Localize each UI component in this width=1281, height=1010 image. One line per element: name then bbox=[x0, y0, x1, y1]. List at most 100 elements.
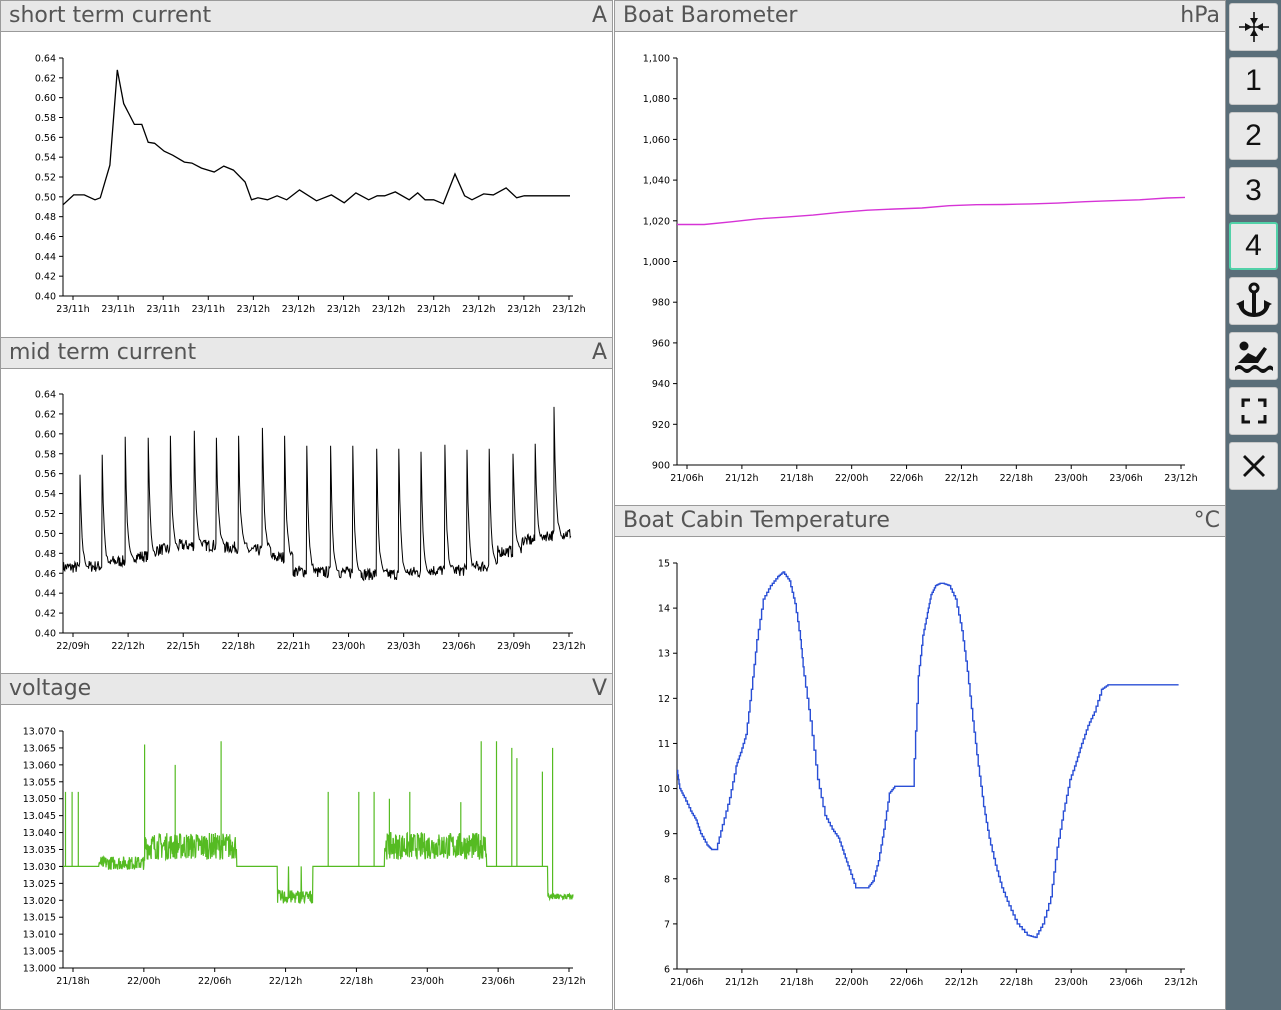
panel-title: short term current bbox=[9, 3, 212, 28]
x-tick-label: 23/12h bbox=[1164, 977, 1197, 988]
y-tick-label: 0.58 bbox=[35, 113, 56, 124]
panel-title: mid term current bbox=[9, 340, 197, 365]
y-tick-label: 0.62 bbox=[35, 73, 56, 84]
y-tick-label: 13.005 bbox=[23, 947, 56, 958]
layout-2-button[interactable]: 2 bbox=[1229, 112, 1278, 160]
x-tick-label: 23/12h bbox=[417, 304, 450, 315]
x-tick-label: 23/06h bbox=[1109, 977, 1142, 988]
y-tick-label: 1,020 bbox=[643, 216, 670, 227]
panel-header: Boat Barometer hPa bbox=[615, 1, 1225, 32]
x-tick-label: 23/12h bbox=[327, 304, 360, 315]
compress-button[interactable] bbox=[1229, 3, 1278, 51]
y-tick-label: 980 bbox=[652, 298, 670, 309]
x-tick-label: 22/12h bbox=[269, 976, 302, 987]
panel-header: voltage V bbox=[1, 674, 612, 705]
y-tick-label: 13.035 bbox=[23, 845, 56, 856]
short-term-current-panel: short term current A 0.64 0.62 0.60 0.58 0.5… bbox=[0, 0, 613, 338]
panel-header: Boat Cabin Temperature °C bbox=[615, 506, 1225, 537]
x-tick-label: 22/06h bbox=[890, 473, 923, 484]
boat-barometer-panel: Boat Barometer hPa 1,100 1,080 1,060 1,040 1… bbox=[614, 0, 1226, 506]
panel-title: voltage bbox=[9, 676, 92, 701]
mid-term-current-line bbox=[62, 406, 572, 582]
y-tick-label: 0.44 bbox=[35, 252, 56, 263]
y-tick-label: 0.56 bbox=[35, 133, 56, 144]
y-tick-label: 13.055 bbox=[23, 777, 56, 788]
x-tick-label: 23/03h bbox=[387, 641, 420, 652]
sidebar: 1 2 3 4 bbox=[1226, 0, 1281, 1010]
short-term-current-line bbox=[62, 69, 570, 206]
x-tick-label: 21/18h bbox=[780, 473, 813, 484]
layout-4-button[interactable]: 4 bbox=[1229, 222, 1278, 270]
y-tick-label: 0.40 bbox=[35, 629, 56, 640]
x-tick-label: 21/12h bbox=[725, 977, 758, 988]
x-tick-label: 23/12h bbox=[462, 304, 495, 315]
layout-3-button[interactable]: 3 bbox=[1229, 167, 1278, 215]
x-tick-label: 22/12h bbox=[111, 641, 144, 652]
y-tick-label: 0.40 bbox=[35, 292, 56, 303]
x-tick-label: 23/11h bbox=[146, 304, 179, 315]
x-tick-label: 23/11h bbox=[56, 304, 89, 315]
x-tick-label: 21/18h bbox=[56, 976, 89, 987]
y-tick-label: 0.42 bbox=[35, 609, 56, 620]
x-tick-label: 23/06h bbox=[1109, 473, 1142, 484]
y-tick-label: 1,040 bbox=[643, 176, 670, 187]
y-tick-label: 0.48 bbox=[35, 212, 56, 223]
y-tick-label: 8 bbox=[664, 874, 670, 885]
x-tick-label: 23/12h bbox=[1164, 473, 1197, 484]
y-tick-label: 0.56 bbox=[35, 469, 56, 480]
x-tick-label: 21/12h bbox=[725, 473, 758, 484]
y-tick-label: 15 bbox=[658, 559, 670, 570]
y-tick-label: 14 bbox=[658, 604, 670, 615]
panel-title: Boat Cabin Temperature bbox=[623, 508, 890, 533]
voltage-panel: voltage V 13.070 13.065 13.060 13.055 13.050… bbox=[0, 673, 613, 1010]
panel-unit: A bbox=[591, 3, 607, 28]
anchor-button[interactable] bbox=[1229, 277, 1278, 325]
x-tick-label: 23/12h bbox=[552, 976, 585, 987]
y-tick-label: 0.64 bbox=[35, 390, 56, 401]
panel-unit: °C bbox=[1193, 508, 1220, 533]
fullscreen-button[interactable] bbox=[1229, 387, 1278, 435]
y-tick-label: 0.50 bbox=[35, 192, 56, 203]
x-tick-label: 22/18h bbox=[340, 976, 373, 987]
temperature-line bbox=[677, 571, 1179, 939]
y-tick-label: 6 bbox=[664, 965, 670, 976]
x-tick-label: 22/09h bbox=[56, 641, 89, 652]
fullscreen-icon bbox=[1241, 398, 1266, 424]
y-tick-label: 0.44 bbox=[35, 589, 56, 600]
panel-header: short term current A bbox=[1, 1, 612, 32]
voltage-chart: 13.070 13.065 13.060 13.055 13.050 13.045 13.0… bbox=[23, 727, 586, 988]
y-tick-label: 0.58 bbox=[35, 449, 56, 460]
y-tick-label: 9 bbox=[664, 829, 670, 840]
x-tick-label: 23/00h bbox=[332, 641, 365, 652]
x-tick-label: 23/06h bbox=[442, 641, 475, 652]
panel-unit: hPa bbox=[1180, 3, 1220, 28]
x-tick-label: 23/12h bbox=[237, 304, 270, 315]
x-tick-label: 22/12h bbox=[945, 977, 978, 988]
man-overboard-button[interactable] bbox=[1229, 332, 1278, 380]
y-tick-label: 13.015 bbox=[23, 913, 56, 924]
x-tick-label: 23/00h bbox=[1055, 473, 1088, 484]
close-button[interactable] bbox=[1229, 442, 1278, 490]
y-tick-label: 0.54 bbox=[35, 153, 56, 164]
mid-term-current-chart: 0.64 0.62 0.60 0.58 0.56 0.54 0.52 0.50 0.48 0.46… bbox=[35, 390, 586, 653]
y-tick-label: 13.050 bbox=[23, 794, 56, 805]
y-tick-label: 0.46 bbox=[35, 569, 56, 580]
y-tick-label: 0.62 bbox=[35, 409, 56, 420]
y-tick-label: 1,060 bbox=[643, 135, 670, 146]
x-tick-label: 23/11h bbox=[192, 304, 225, 315]
y-tick-label: 13.020 bbox=[23, 896, 56, 907]
y-tick-label: 0.52 bbox=[35, 509, 56, 520]
y-tick-label: 11 bbox=[658, 739, 670, 750]
y-tick-label: 1,080 bbox=[643, 94, 670, 105]
panel-header: mid term current A bbox=[1, 338, 612, 369]
y-tick-label: 10 bbox=[658, 784, 670, 795]
layout-1-button[interactable]: 1 bbox=[1229, 57, 1278, 105]
anchor-icon bbox=[1235, 282, 1272, 318]
x-tick-label: 23/06h bbox=[481, 976, 514, 987]
y-tick-label: 0.54 bbox=[35, 489, 56, 500]
voltage-line bbox=[63, 741, 574, 905]
y-tick-label: 960 bbox=[652, 338, 670, 349]
y-tick-label: 13.025 bbox=[23, 879, 56, 890]
x-tick-label: 23/00h bbox=[411, 976, 444, 987]
x-tick-label: 23/12h bbox=[282, 304, 315, 315]
